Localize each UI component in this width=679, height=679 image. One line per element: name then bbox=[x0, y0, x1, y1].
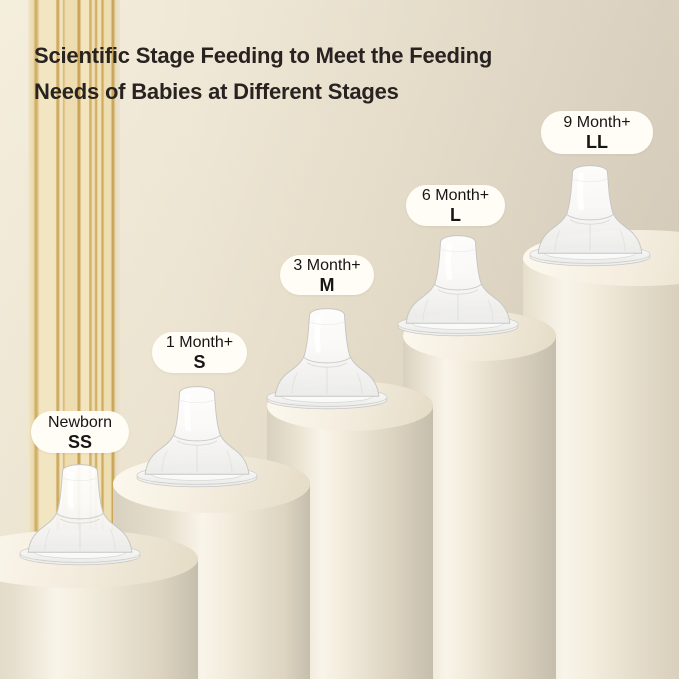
stage-age: 1 Month+ bbox=[165, 334, 234, 351]
stage-size: M bbox=[319, 274, 335, 295]
stage-label-9-month: 9 Month+ LL bbox=[541, 111, 653, 154]
stage-size: LL bbox=[586, 132, 608, 152]
stage-size: SS bbox=[67, 431, 92, 452]
headline-line-1: Scientific Stage Feeding to Meet the Fee… bbox=[34, 43, 493, 68]
bottle-nipple-ss-icon bbox=[19, 464, 141, 566]
headline-line-2: Needs of Babies at Different Stages bbox=[34, 79, 399, 104]
stage-age: 9 Month+ bbox=[563, 114, 631, 131]
bottle-nipple-s-icon bbox=[136, 386, 258, 488]
stage-label-6-month: 6 Month+ L bbox=[406, 185, 505, 226]
bottle-nipple-ll-icon bbox=[529, 165, 651, 267]
bottle-nipple-m-icon bbox=[266, 308, 388, 410]
stage-size: S bbox=[193, 352, 206, 372]
stage-label-3-month: 3 Month+ M bbox=[280, 255, 374, 295]
stage-age: 6 Month+ bbox=[421, 187, 490, 204]
stage-label-newborn: Newborn SS bbox=[31, 411, 129, 453]
stage-age: 3 Month+ bbox=[293, 256, 361, 274]
bottle-nipple-l-icon bbox=[397, 235, 519, 337]
stage-age: Newborn bbox=[47, 413, 113, 431]
stage-label-1-month: 1 Month+ S bbox=[152, 332, 247, 373]
headline: Scientific Stage Feeding to Meet the Fee… bbox=[34, 38, 614, 110]
stage-size: L bbox=[450, 205, 461, 225]
